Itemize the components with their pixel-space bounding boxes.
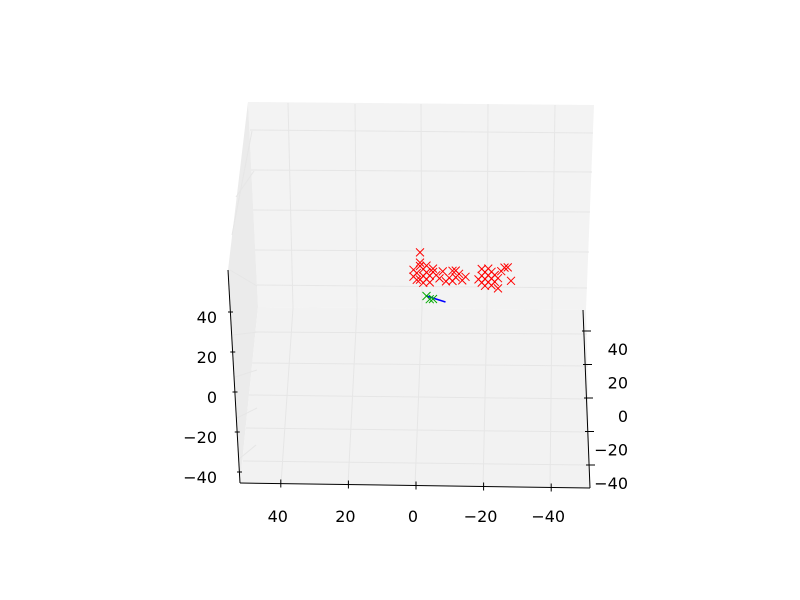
bottom-tick-label: −20 [464, 507, 498, 526]
right-tick-label: 20 [608, 374, 628, 393]
scatter-point [483, 264, 493, 273]
gridline [249, 129, 594, 134]
pane-left [228, 102, 258, 483]
scatter-point [428, 267, 438, 277]
gridline [252, 209, 591, 213]
gridline [232, 331, 259, 336]
scatter-point [477, 264, 487, 274]
right-tick-label: 0 [618, 407, 628, 426]
right-axis-ticks: 40 20 0 −20 −40 [582, 330, 628, 493]
left-tick-label: 20 [197, 348, 217, 367]
scatter-point [448, 266, 457, 276]
bottom-tick-label: 0 [408, 507, 418, 526]
gridline [248, 394, 589, 400]
gridline [280, 307, 294, 485]
scatter-point [428, 264, 438, 273]
gridline [234, 369, 258, 378]
scatter-point [409, 265, 418, 275]
gridline [238, 444, 257, 460]
gridline [251, 362, 589, 367]
scatter-point [415, 258, 425, 267]
bottom-axis-ticks: 40 20 0 −20 −40 [268, 479, 565, 526]
gridline [235, 170, 255, 198]
gridline [231, 130, 253, 236]
scatter-point [503, 263, 513, 272]
left-tick-label: −20 [183, 428, 217, 447]
gridline [236, 407, 258, 419]
bottom-tick-label: −40 [531, 507, 565, 526]
gridline [256, 284, 588, 289]
right-tick-label: −20 [594, 441, 628, 460]
pane-floor [240, 307, 590, 488]
scatter-point [428, 294, 438, 304]
right-tick-label: −40 [594, 474, 628, 493]
gridline [250, 169, 593, 173]
gridline [287, 102, 294, 309]
left-tick-label: −40 [183, 468, 217, 487]
left-axis-ticks: 40 20 0 −20 −40 [183, 308, 242, 487]
gridline [551, 104, 556, 311]
scatter-point [409, 272, 418, 281]
data-markers [409, 248, 516, 304]
bottom-tick-label: 20 [335, 507, 355, 526]
gridline [229, 269, 258, 287]
gridlines [229, 102, 594, 488]
left-tick-label: 40 [197, 308, 217, 327]
gridline [354, 103, 358, 309]
bottom-tick-label: 40 [268, 507, 288, 526]
scatter-point [451, 266, 461, 275]
scatter-point [506, 276, 516, 286]
gridline [242, 460, 590, 466]
scatter-point [425, 294, 435, 304]
series-line [426, 295, 446, 303]
right-axis-line [582, 309, 591, 489]
right-tick-label: 40 [608, 340, 628, 359]
scatter-point [487, 281, 496, 290]
gridline [254, 331, 588, 335]
scatter-point [461, 272, 470, 282]
scatter-point [418, 278, 428, 288]
left-axis-line [227, 269, 241, 484]
gridline [245, 427, 590, 433]
scatter-point [493, 284, 503, 293]
scatter-point [500, 263, 509, 272]
bottom-axis-line [239, 482, 591, 489]
left-tick-label: 0 [207, 388, 217, 407]
scatter-point [474, 275, 483, 284]
scatter-point [415, 248, 425, 257]
